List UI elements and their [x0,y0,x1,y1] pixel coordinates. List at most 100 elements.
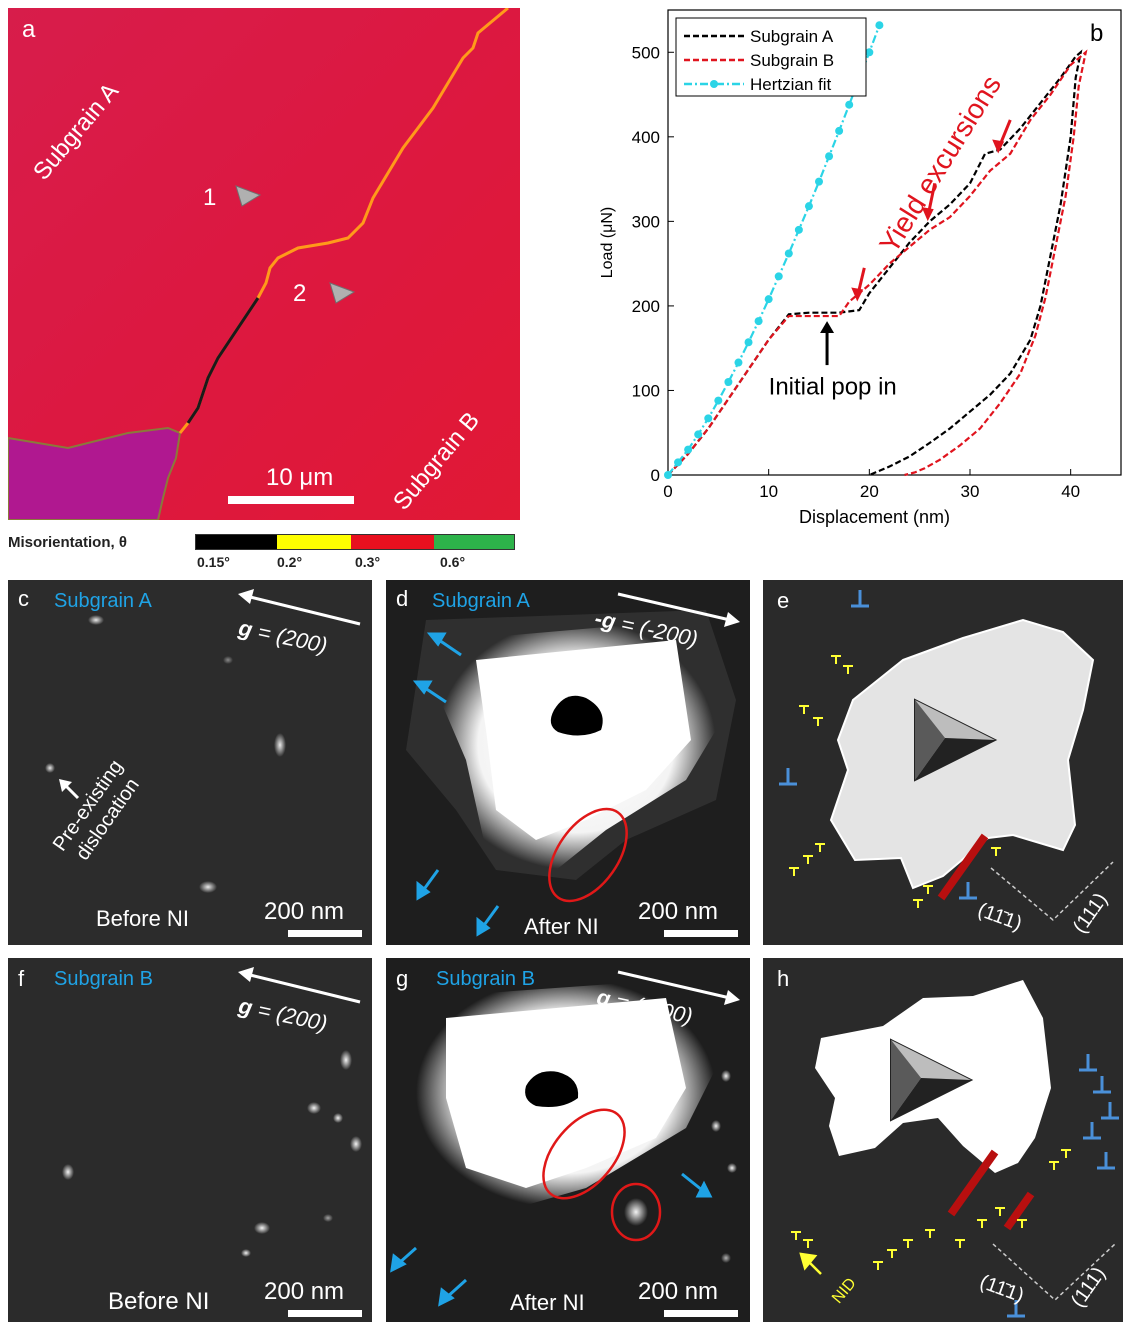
scalebar-g [664,1310,738,1317]
series-point-2 [815,177,823,186]
y-tick-label: 400 [632,128,660,147]
colorbar-seg-red [351,535,434,549]
red-ellipse-d [548,807,628,903]
panel-g-subgrain: Subgrain B [436,968,535,990]
panel-f-subgrain: Subgrain B [54,968,153,990]
indent-2-label: 2 [293,280,307,307]
pop-in-arrow-head [820,321,835,333]
pre-existing-arrow-icon [59,779,80,800]
colorbar-seg-black [196,535,277,549]
series-line-2 [667,24,881,476]
series-point-2 [825,152,834,161]
caption-f: Before NI [108,1288,210,1315]
panel-e-label: e [777,588,790,613]
schematic-h [791,980,1119,1318]
tem-image-c [8,580,372,945]
tem-image-d [386,580,750,945]
slip-plane-red-h-1 [947,1149,999,1217]
colorbar-seg-green [434,535,514,549]
panel-d-subgrain: Subgrain A [432,590,530,612]
scalebar-label-g: 200 nm [638,1278,719,1305]
panel-f-tem-before: f Subgrain B g = (200) Before NI 200 nm [8,958,372,1322]
blue-dislocations-e [779,590,977,900]
panel-g-label: g [396,966,409,991]
y-tick-label: 200 [632,297,660,316]
colorbar-tick-0: 0.15° [197,554,230,570]
legend-marker-2 [710,80,718,88]
colorbar-tick-1: 0.2° [277,554,303,570]
g-vector-arrow-d [617,592,740,627]
series-point-2 [744,338,753,347]
series-point-2 [764,295,773,304]
series-point-2 [875,21,884,30]
series-point-2 [865,48,874,57]
scalebar-label-a: 10 μm [266,464,334,491]
x-tick-label: 0 [663,482,672,501]
yellow-dislocations-h [791,1149,1071,1270]
x-axis-label: Displacement (nm) [799,507,950,527]
colorbar [195,534,515,550]
scalebar-label-c: 200 nm [264,898,345,925]
panel-d-label: d [396,586,409,611]
scalebar-d [664,930,738,937]
panel-h-label: h [777,966,790,991]
series-point-2 [684,445,693,454]
g-vector-arrow-c [238,589,361,626]
y-axis-label: Load (μN) [599,207,616,278]
g-vector-arrow-g [617,970,740,1005]
x-tick-label: 20 [860,482,879,501]
colorbar-seg-yellow [277,535,351,549]
series-point-2 [784,249,793,258]
series-point-2 [674,458,683,467]
scalebar-label-f: 200 nm [264,1278,345,1305]
panel-e-schematic: e (11̄1) (111) [763,580,1123,945]
series-line-0 [667,49,1083,477]
yield-arrow-head-0 [851,287,864,302]
scalebar-c [288,930,362,937]
colorbar-tick-3: 0.6° [440,554,466,570]
panel-a-label: a [22,16,36,43]
series-point-2 [845,100,854,109]
blue-dislocations-h [1007,1054,1119,1318]
series-point-2 [724,378,733,386]
series-point-2 [704,414,713,423]
yield-arrow-head-1 [921,207,934,222]
y-tick-label: 500 [632,43,660,62]
series-point-2 [835,126,844,135]
panel-b-label: b [1090,20,1104,47]
panel-h-schematic: h NID (11̄1) (111) [763,958,1123,1322]
series-point-2 [754,317,763,326]
scalebar-label-d: 200 nm [638,898,719,925]
panel-c-label: c [18,586,29,611]
tem-image-f [8,958,372,1322]
nid-arrow-icon [799,1252,822,1275]
indent-1-icon [235,185,262,207]
red-ellipse-g-1 [542,1108,626,1200]
initial-pop-in-annotation: Initial pop in [769,374,897,401]
x-tick-label: 40 [1061,482,1080,501]
panel-f-label: f [18,966,25,991]
scalebar-f [288,1310,362,1317]
scalebar-a [228,496,354,504]
series-point-2 [694,430,703,439]
panel-g-tem-after: g Subgrain B g = (-200) After NI 200 nm [386,958,750,1322]
series-line-1 [667,49,1088,477]
yield-arrow-head-2 [992,139,1005,154]
panel-c-tem-before: c Subgrain A g = (200) Pre-existing dislo… [8,580,372,945]
caption-c: Before NI [96,906,189,931]
slip-plane-red [937,833,989,901]
series-point-2 [794,225,803,234]
red-ellipse-g-2 [610,1182,662,1242]
panel-c-subgrain: Subgrain A [54,590,152,612]
colorbar-tick-2: 0.3° [355,554,381,570]
ebsd-misorientation-map [8,8,520,520]
series-point-2 [774,272,783,281]
legend-label-2: Hertzian fit [750,75,832,94]
g-vector-arrow-f [238,967,361,1004]
caption-d: After NI [524,914,599,939]
y-tick-label: 0 [651,466,660,485]
indent-2-icon [329,282,356,304]
tem-image-g [386,958,750,1322]
legend-label-0: Subgrain A [750,27,834,46]
